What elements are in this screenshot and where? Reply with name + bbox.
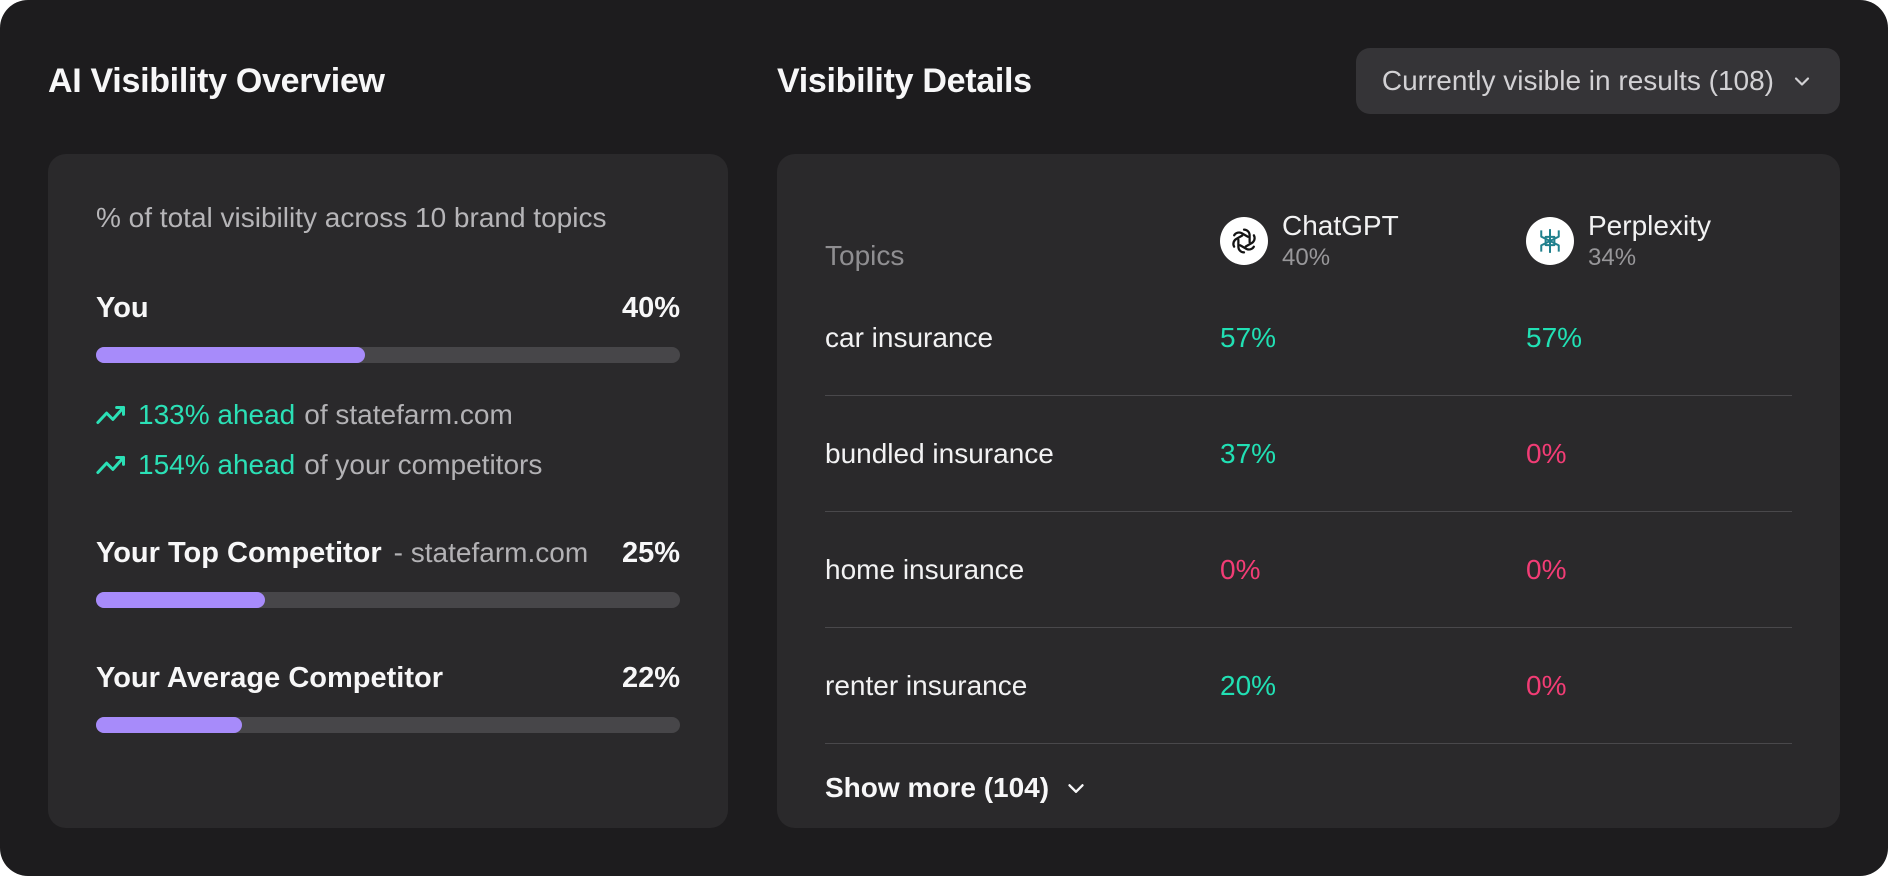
- topic-label: home insurance: [825, 553, 1025, 585]
- ahead-highlight: 133% ahead: [138, 399, 296, 430]
- top-competitor-value: 25%: [621, 537, 680, 569]
- avg-competitor-value: 22%: [621, 662, 680, 694]
- avg-competitor-progress-fill: [96, 717, 242, 733]
- overview-card: % of total visibility across 10 brand to…: [48, 154, 728, 828]
- ahead-rest: of statefarm.com: [304, 399, 513, 430]
- ahead-highlight: 154% ahead: [138, 449, 296, 480]
- top-competitor-domain: - statefarm.com: [393, 537, 589, 568]
- top-competitor-progress-fill: [96, 592, 266, 608]
- details-card: Topics: [777, 154, 1840, 828]
- ahead-line-competitors: 154% ahead of your competitors: [96, 449, 680, 481]
- avg-competitor-label: Your Average Competitor: [96, 662, 443, 694]
- topic-label: bundled insurance: [825, 437, 1054, 469]
- chatgpt-name: ChatGPT: [1282, 209, 1399, 241]
- show-more-label: Show more (104): [825, 772, 1050, 803]
- ahead-rest: of your competitors: [304, 449, 543, 480]
- table-header: Topics: [825, 202, 1792, 280]
- perplexity-column-header: Perplexity 34%: [1526, 210, 1792, 272]
- avg-competitor-row: Your Average Competitor 22%: [96, 662, 680, 695]
- chatgpt-topic-pct: 37%: [1220, 437, 1277, 469]
- overview-subtitle: % of total visibility across 10 brand to…: [96, 202, 607, 233]
- ahead-line-statefarm: 133% ahead of statefarm.com: [96, 399, 680, 431]
- table-row: renter insurance 20% 0%: [825, 628, 1792, 744]
- perplexity-overall-pct: 34%: [1588, 244, 1637, 272]
- details-title: Visibility Details: [777, 61, 1032, 100]
- perplexity-topic-pct: 57%: [1526, 321, 1583, 353]
- perplexity-logo-icon: [1526, 217, 1574, 265]
- you-progress-fill: [96, 347, 365, 363]
- chatgpt-topic-pct: 0%: [1220, 553, 1261, 585]
- top-competitor-label: Your Top Competitor: [96, 537, 382, 569]
- chatgpt-logo-icon: [1220, 217, 1268, 265]
- chatgpt-overall-pct: 40%: [1282, 244, 1331, 272]
- you-metric-row: You 40%: [96, 292, 680, 325]
- chevron-down-icon: [1790, 69, 1814, 93]
- top-competitor-progress-track: [96, 592, 680, 608]
- show-more-button[interactable]: Show more (104): [825, 744, 1792, 832]
- visibility-filter-dropdown[interactable]: Currently visible in results (108): [1355, 48, 1840, 114]
- overview-title: AI Visibility Overview: [48, 61, 385, 100]
- visibility-filter-label: Currently visible in results (108): [1381, 65, 1774, 96]
- trend-up-icon: [96, 450, 126, 480]
- topics-column-header: Topics: [825, 240, 905, 271]
- perplexity-topic-pct: 0%: [1526, 437, 1567, 469]
- perplexity-name: Perplexity: [1588, 209, 1711, 241]
- table-row: bundled insurance 37% 0%: [825, 396, 1792, 512]
- you-value: 40%: [621, 292, 680, 324]
- chatgpt-column-header: ChatGPT 40%: [1220, 210, 1526, 272]
- chatgpt-topic-pct: 57%: [1220, 321, 1277, 353]
- trend-up-icon: [96, 400, 126, 430]
- avg-competitor-progress-track: [96, 717, 680, 733]
- ahead-block: 133% ahead of statefarm.com 154% ahead o…: [96, 399, 680, 481]
- chevron-down-icon: [1063, 775, 1089, 801]
- table-row: car insurance 57% 57%: [825, 280, 1792, 396]
- chatgpt-topic-pct: 20%: [1220, 669, 1277, 701]
- perplexity-topic-pct: 0%: [1526, 553, 1567, 585]
- details-section: Visibility Details Currently visible in …: [777, 48, 1840, 828]
- topic-label: car insurance: [825, 321, 994, 353]
- overview-section: AI Visibility Overview % of total visibi…: [48, 48, 728, 828]
- you-label: You: [96, 292, 149, 324]
- top-competitor-row: Your Top Competitor - statefarm.com 25%: [96, 537, 680, 570]
- you-progress-track: [96, 347, 680, 363]
- topic-label: renter insurance: [825, 669, 1028, 701]
- table-row: home insurance 0% 0%: [825, 512, 1792, 628]
- perplexity-topic-pct: 0%: [1526, 669, 1567, 701]
